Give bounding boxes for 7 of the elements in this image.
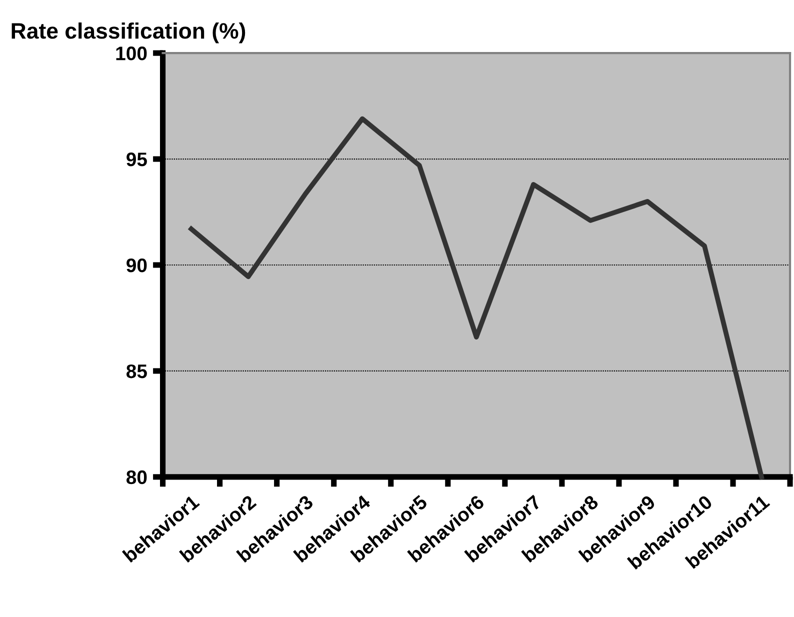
y-tick-label: 85	[126, 364, 147, 378]
y-tick-label: 95	[126, 152, 147, 166]
y-tick-label: 80	[126, 470, 147, 484]
chart-title: Rate classification (%)	[12, 22, 246, 44]
line-series	[188, 116, 764, 480]
y-tick-label: 100	[116, 46, 147, 60]
y-tick-label: 90	[126, 258, 147, 272]
